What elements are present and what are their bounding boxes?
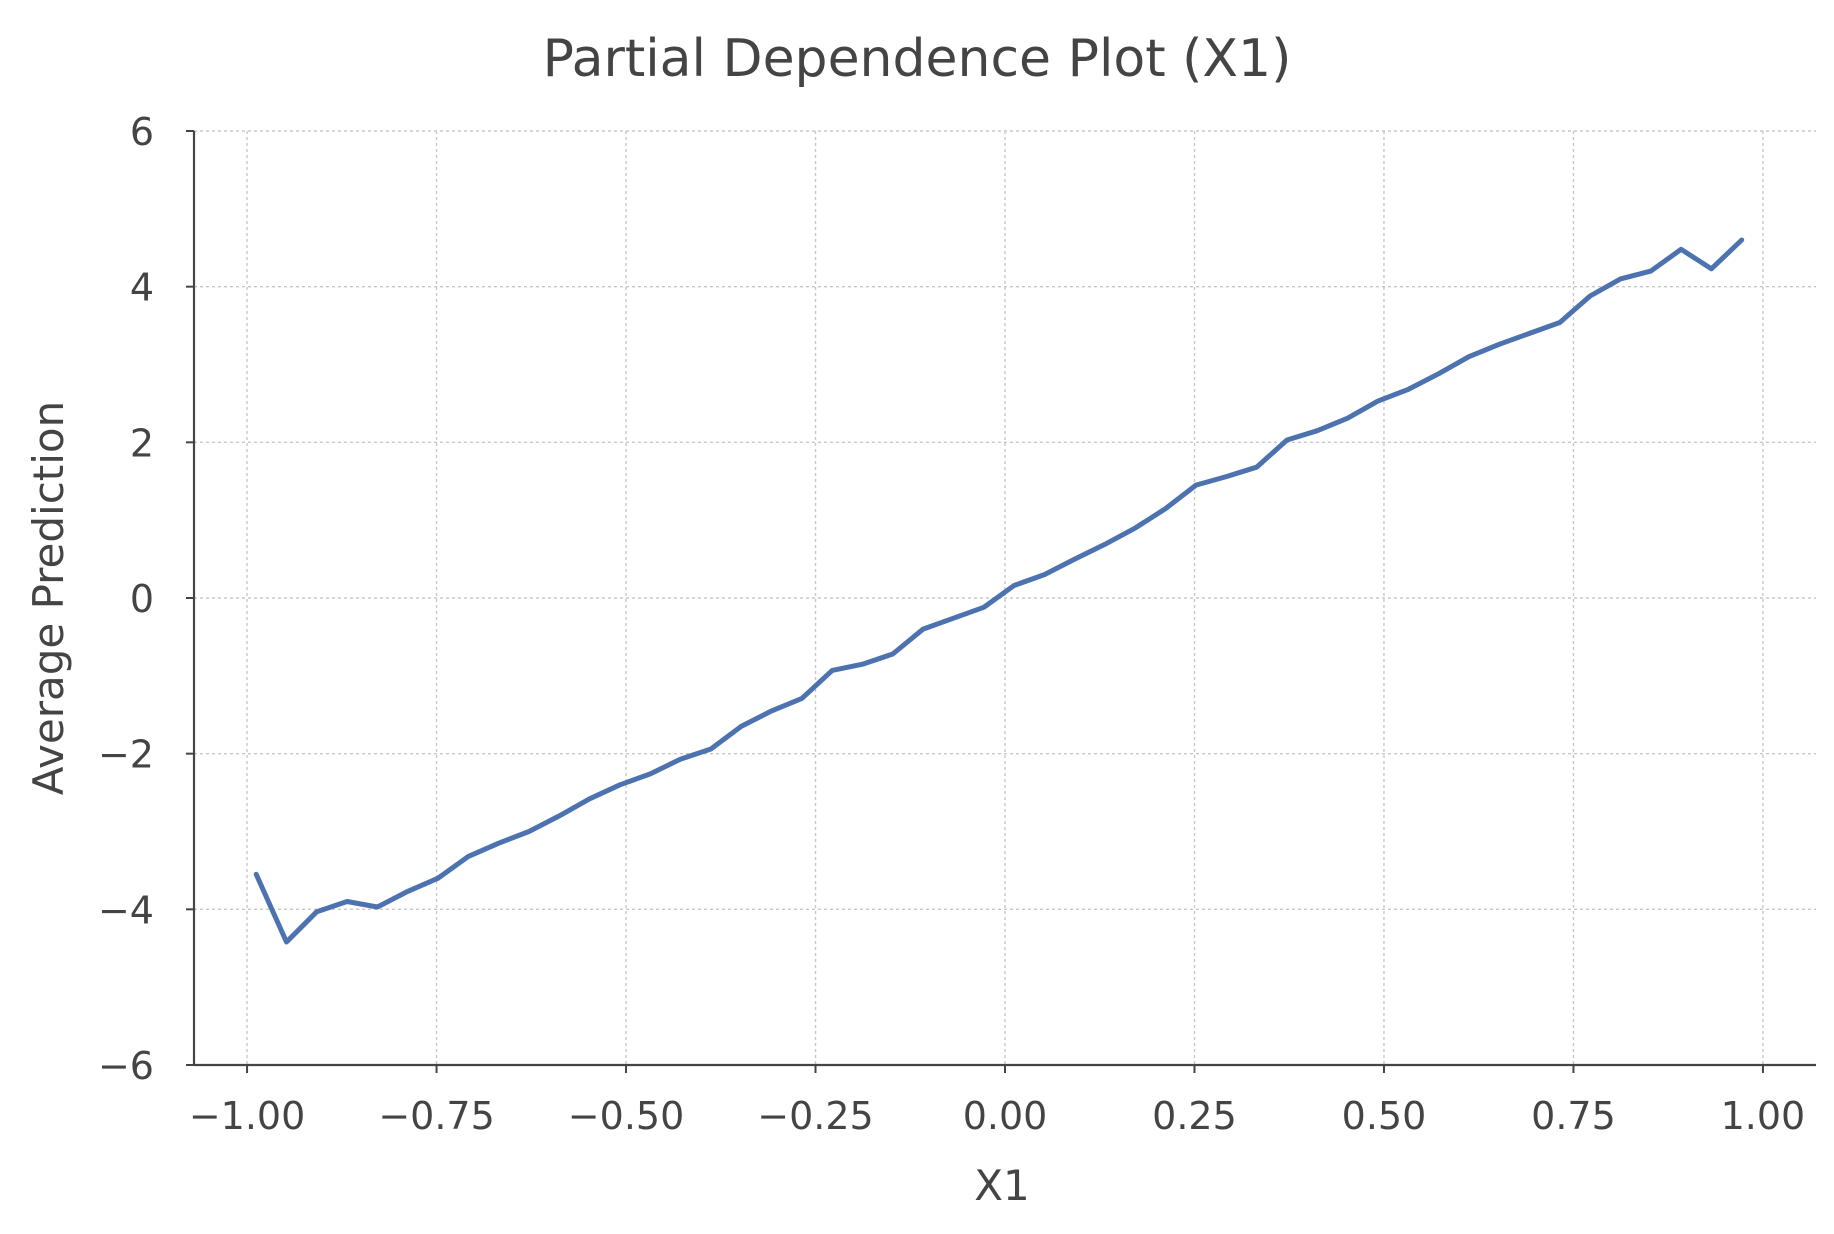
x-tick-label: −0.50 [568,1094,684,1138]
x-tick-label: −1.00 [189,1094,305,1138]
ticks: −1.00 −0.75 −0.50 −0.25 0.00 0.25 0.50 0.75 1.00… [98,110,1805,1138]
y-tick-label: 0 [130,577,154,621]
y-tick-label: −2 [98,733,154,777]
x-axis-label: X1 [974,1161,1030,1210]
y-tick-label: 2 [130,421,154,465]
y-tick-label: 4 [130,266,154,310]
chart-title: Partial Dependence Plot (X1) [543,29,1292,89]
y-tick-label: 6 [130,110,154,154]
grid [194,130,1816,1066]
y-tick-label: −4 [98,888,154,932]
x-tick-label: 0.75 [1531,1094,1616,1138]
x-tick-label: −0.75 [378,1094,494,1138]
x-tick-label: 0.50 [1342,1094,1427,1138]
x-tick-label: 0.25 [1152,1094,1237,1138]
x-tick-label: 0.00 [963,1094,1048,1138]
y-tick-label: −6 [98,1044,154,1088]
x-tick-label: −0.25 [757,1094,873,1138]
x-tick-label: 1.00 [1721,1094,1806,1138]
y-axis-label: Average Prediction [24,401,73,795]
series [253,237,1745,945]
series-line [253,237,1745,945]
